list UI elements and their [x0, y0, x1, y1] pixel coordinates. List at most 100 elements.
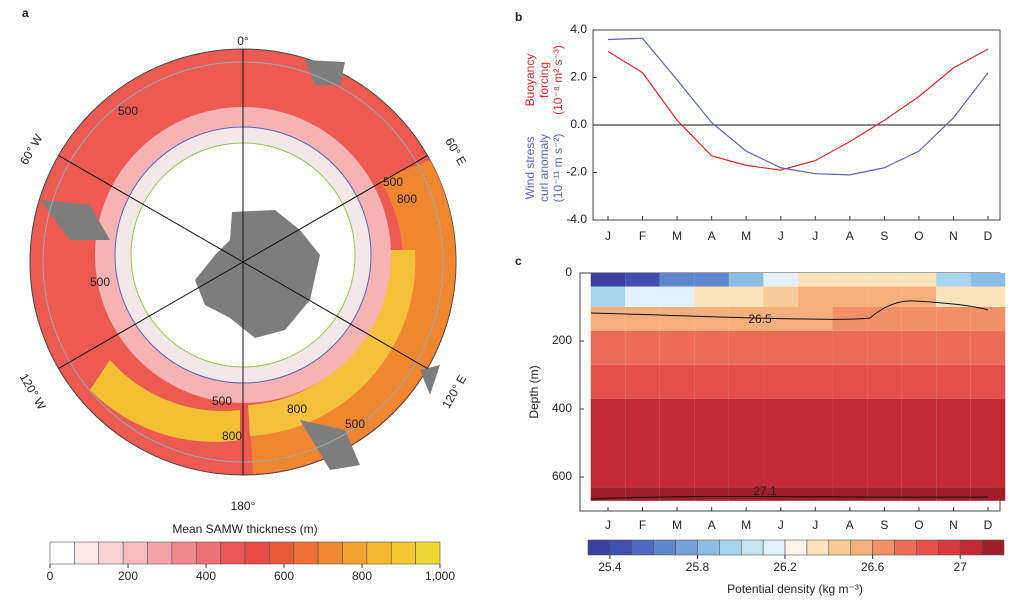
- density-cell: [970, 330, 1006, 365]
- density-cell: [659, 307, 695, 331]
- longitude-label: 180°: [231, 499, 256, 513]
- y-axis-label: Wind stress: [523, 137, 537, 200]
- x-tick-label: J: [812, 518, 818, 532]
- colorbar-bin: [675, 539, 698, 556]
- density-cell: [832, 398, 868, 443]
- density-cell: [970, 398, 1006, 443]
- x-tick-label: F: [639, 518, 646, 532]
- y-tick-label: 600: [552, 469, 572, 483]
- x-tick-label: M: [672, 518, 682, 532]
- colorbar-bin: [609, 539, 633, 556]
- x-tick-label: D: [984, 229, 993, 243]
- colorbar-tick-label: 0: [47, 569, 54, 583]
- colorbar-title: Potential density (kg m⁻³): [727, 582, 863, 596]
- density-cell: [728, 364, 764, 399]
- density-cell: [659, 398, 695, 443]
- density-cell: [694, 364, 729, 399]
- x-tick-label: A: [846, 229, 854, 243]
- colorbar-bin: [293, 541, 319, 565]
- y-tick-label: 4.0: [570, 22, 587, 36]
- meridian: [58, 155, 428, 369]
- colorbar-bin: [653, 539, 676, 556]
- density-cell: [901, 487, 937, 501]
- density-cell: [625, 286, 660, 307]
- density-cell: [832, 273, 868, 287]
- density-cell: [590, 364, 626, 399]
- density-cell: [936, 364, 971, 399]
- thick-band: [250, 160, 456, 474]
- density-cell: [867, 330, 902, 365]
- density-cell: [936, 273, 971, 287]
- density-cell: [590, 398, 626, 443]
- density-cell: [728, 273, 764, 287]
- x-tick-label: N: [949, 518, 958, 532]
- density-cell: [590, 330, 626, 365]
- density-cell: [832, 487, 868, 501]
- colorbar-tick-label: 25.4: [598, 560, 622, 574]
- density-cell: [901, 443, 937, 488]
- colorbar-tick-label: 600: [274, 569, 294, 583]
- colorbar-bin: [366, 541, 392, 565]
- density-cell: [832, 443, 868, 488]
- density-cell: [763, 487, 798, 501]
- density-cell: [798, 398, 833, 443]
- y-axis-label: (10⁻⁸ m² s⁻³): [551, 45, 565, 115]
- density-cell: [763, 330, 798, 365]
- colorbar-bin: [147, 541, 173, 565]
- density-cell: [694, 398, 729, 443]
- colorbar-bin: [762, 539, 786, 556]
- x-tick-label: D: [984, 518, 993, 532]
- density-cell: [936, 443, 971, 488]
- x-tick-label: O: [914, 518, 923, 532]
- density-cell: [659, 364, 695, 399]
- colorbar-tick-label: 26.2: [773, 560, 797, 574]
- contour-label: 800: [222, 429, 242, 443]
- colorbar-bin: [74, 541, 100, 565]
- y-tick-label: 2.0: [570, 70, 587, 84]
- density-cell: [867, 443, 902, 488]
- density-cell: [590, 443, 626, 488]
- density-cell: [590, 286, 626, 307]
- y-tick-label: 0.0: [570, 117, 587, 131]
- colorbar-tick-label: 800: [352, 569, 372, 583]
- colorbar-bin: [828, 539, 852, 556]
- colorbar-bin: [916, 539, 939, 556]
- x-tick-label: A: [708, 518, 716, 532]
- density-cell: [763, 443, 798, 488]
- x-tick-label: F: [639, 229, 646, 243]
- x-tick-label: A: [708, 229, 716, 243]
- y-tick-label: -4.0: [566, 212, 587, 226]
- colorbar-bin: [390, 541, 416, 565]
- panel-label: a: [22, 6, 29, 20]
- antarctica: [195, 210, 320, 338]
- density-cell: [659, 273, 695, 287]
- longitude-label: 120° E: [439, 372, 469, 410]
- density-cell: [590, 487, 626, 501]
- density-cell: [936, 307, 971, 331]
- density-cell: [590, 273, 626, 287]
- contour-label: 500: [212, 394, 232, 408]
- density-cell: [867, 307, 902, 331]
- density-cell: [798, 286, 833, 307]
- density-cell: [901, 398, 937, 443]
- density-cell: [867, 487, 902, 501]
- contour-label: 800: [287, 402, 307, 416]
- thick-core: [90, 360, 240, 442]
- colorbar-bin: [850, 539, 873, 556]
- contour-label: 500: [90, 275, 110, 289]
- thick-core: [248, 250, 416, 436]
- density-cell: [659, 443, 695, 488]
- colorbar-bin: [171, 541, 197, 565]
- contour-label: 500: [118, 104, 138, 118]
- density-cell: [625, 487, 660, 501]
- density-cell: [728, 330, 764, 365]
- colorbar-bin: [938, 539, 961, 556]
- contour-line: [590, 300, 989, 320]
- colorbar-bin: [631, 539, 654, 556]
- density-cell: [659, 286, 695, 307]
- density-cell: [728, 443, 764, 488]
- contour-label: 27.1: [753, 484, 777, 498]
- density-cell: [832, 330, 868, 365]
- density-cell: [798, 273, 833, 287]
- colorbar-tick-label: 27: [954, 560, 968, 574]
